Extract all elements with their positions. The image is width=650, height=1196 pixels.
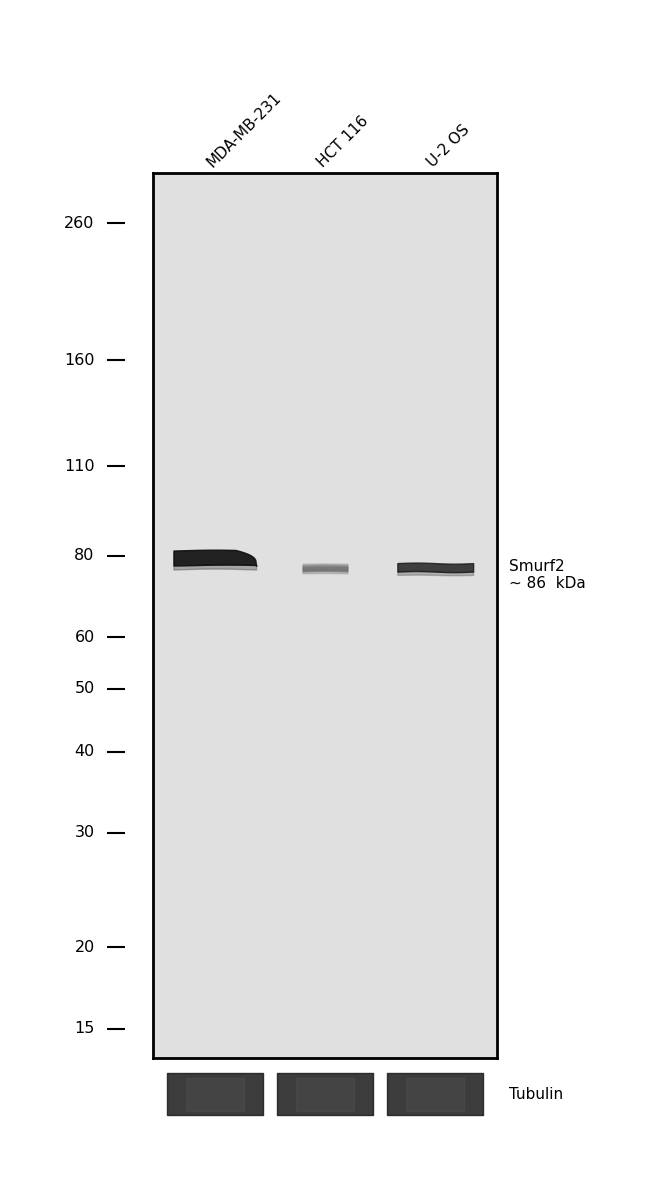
Text: ~ 86  kDa: ~ 86 kDa (510, 576, 586, 591)
Text: 110: 110 (64, 458, 95, 474)
Text: Smurf2: Smurf2 (510, 560, 565, 574)
Text: U-2 OS: U-2 OS (424, 122, 473, 170)
Text: 15: 15 (74, 1021, 95, 1036)
Text: 40: 40 (75, 744, 95, 759)
Text: 80: 80 (74, 549, 95, 563)
Text: HCT 116: HCT 116 (315, 114, 371, 170)
Text: Tubulin: Tubulin (510, 1087, 564, 1102)
Text: 30: 30 (75, 825, 95, 841)
Text: 50: 50 (75, 682, 95, 696)
Text: 160: 160 (64, 353, 95, 367)
Text: MDA-MB-231: MDA-MB-231 (204, 90, 284, 170)
Text: 60: 60 (75, 630, 95, 645)
Text: 20: 20 (75, 940, 95, 954)
Text: 260: 260 (64, 215, 95, 231)
